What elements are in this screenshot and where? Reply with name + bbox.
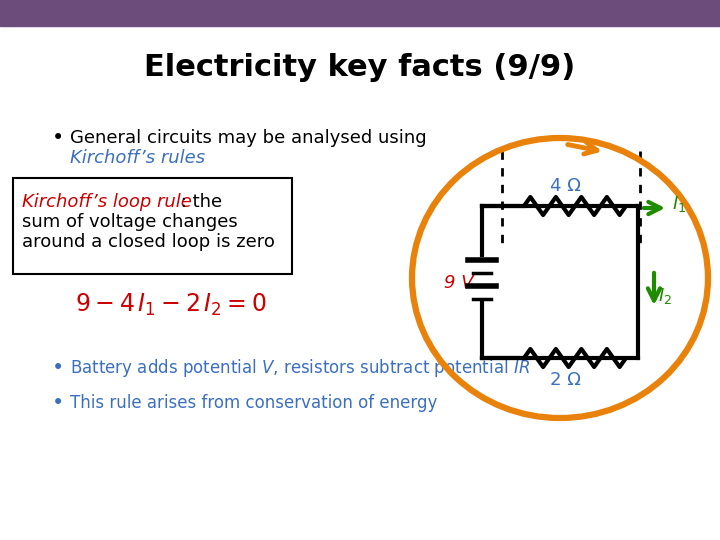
Bar [0, 0, 720, 26]
Text: •: • [52, 358, 64, 378]
Text: •: • [52, 393, 64, 413]
Text: $9 - 4\,I_1 - 2\,I_2 = 0$: $9 - 4\,I_1 - 2\,I_2 = 0$ [75, 292, 266, 318]
Text: 2 Ω: 2 Ω [549, 371, 580, 389]
Text: 9 V: 9 V [444, 274, 474, 292]
Text: 4 Ω: 4 Ω [549, 177, 580, 195]
Text: $I_1$: $I_1$ [672, 194, 686, 214]
Text: Kirchoff’s loop rule: Kirchoff’s loop rule [22, 193, 192, 211]
Text: sum of voltage changes: sum of voltage changes [22, 213, 238, 231]
Text: Battery adds potential $V$, resistors subtract potential $IR$: Battery adds potential $V$, resistors su… [70, 357, 530, 379]
Text: around a closed loop is zero: around a closed loop is zero [22, 233, 275, 251]
Text: $I_2$: $I_2$ [658, 286, 672, 306]
Text: Electricity key facts (9/9): Electricity key facts (9/9) [145, 53, 575, 83]
Text: Kirchoff’s rules: Kirchoff’s rules [70, 149, 205, 167]
Text: •: • [52, 128, 64, 148]
FancyBboxPatch shape [13, 178, 292, 274]
Text: : the: : the [175, 193, 222, 211]
Text: General circuits may be analysed using: General circuits may be analysed using [70, 129, 433, 147]
Text: This rule arises from conservation of energy: This rule arises from conservation of en… [70, 394, 437, 412]
